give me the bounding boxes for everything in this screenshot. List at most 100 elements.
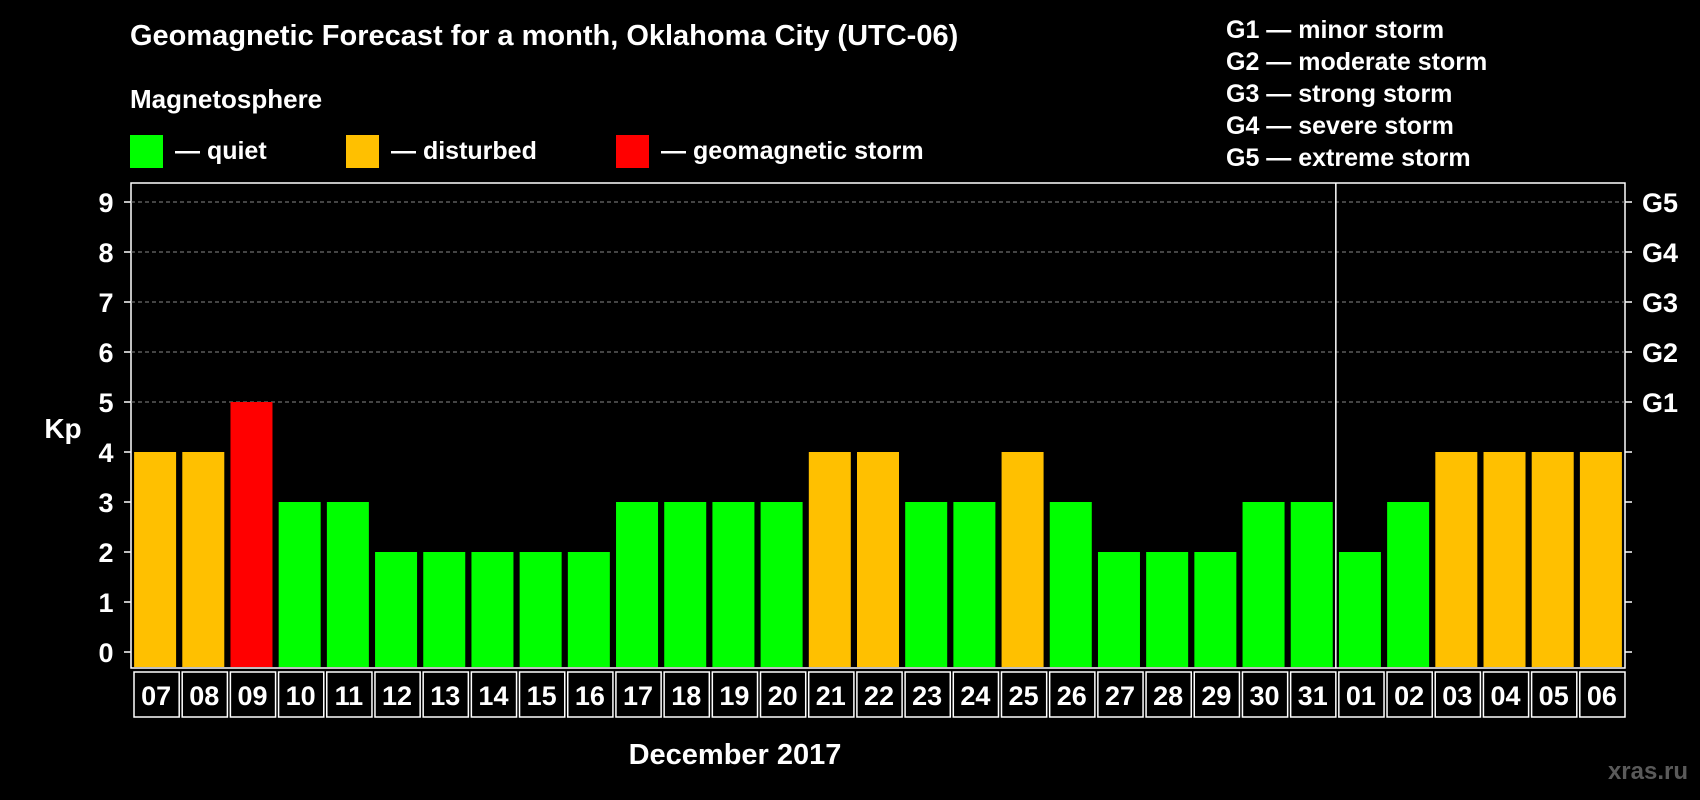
bar-07 (134, 452, 177, 667)
x-tick-label-04: 04 (1490, 681, 1520, 711)
x-tick-cell-01 (1338, 671, 1385, 718)
x-tick-label-27: 27 (1105, 681, 1135, 711)
storm-level-g3: G3 — strong storm (1226, 80, 1453, 108)
right-axis-label-g1: G1 (1642, 388, 1678, 418)
y-tick-label-8: 8 (98, 238, 113, 268)
legend-item-quiet: — quiet (130, 134, 267, 168)
x-tick-cell-28 (1145, 671, 1193, 718)
x-tick-label-28: 28 (1153, 681, 1183, 711)
bar-09 (230, 402, 273, 667)
x-tick-cell-06 (1579, 671, 1626, 718)
x-tick-cell-29 (1193, 671, 1241, 718)
bar-31 (1290, 502, 1333, 667)
x-tick-cell-08 (181, 671, 229, 718)
x-tick-label-23: 23 (912, 681, 942, 711)
bar-16 (567, 552, 610, 667)
watermark: xras.ru (1607, 758, 1688, 785)
x-tick-cell-23 (904, 671, 952, 718)
bar-11 (326, 502, 369, 667)
x-tick-label-11: 11 (335, 681, 364, 711)
x-tick-cell-07 (133, 671, 180, 718)
x-tick-label-10: 10 (286, 681, 316, 711)
y-tick-label-9: 9 (98, 188, 113, 218)
x-tick-label-14: 14 (478, 681, 508, 711)
bar-01 (1338, 552, 1381, 667)
x-tick-cell-02 (1386, 671, 1433, 718)
x-tick-label-25: 25 (1009, 681, 1039, 711)
x-tick-label-24: 24 (960, 681, 990, 711)
storm-level-g5: G5 — extreme storm (1226, 144, 1471, 172)
right-axis-label-g5: G5 (1642, 188, 1678, 218)
y-axis-label: Kp (44, 413, 81, 444)
legend-label-storm: — geomagnetic storm (661, 136, 924, 165)
legend-item-disturbed: — disturbed (346, 134, 537, 168)
x-tick-label-19: 19 (719, 681, 749, 711)
x-tick-label-22: 22 (864, 681, 894, 711)
bar-25 (1001, 452, 1044, 667)
x-tick-label-30: 30 (1250, 681, 1280, 711)
bar-19 (712, 502, 755, 667)
x-tick-cell-31 (1289, 671, 1337, 718)
storm-level-g2: G2 — moderate storm (1226, 48, 1488, 76)
x-tick-label-08: 08 (189, 681, 219, 711)
x-tick-label-29: 29 (1201, 681, 1231, 711)
x-tick-cell-12 (374, 671, 421, 718)
bar-05 (1531, 452, 1574, 667)
x-tick-label-15: 15 (527, 681, 557, 711)
x-tick-cell-14 (470, 671, 518, 718)
bar-02 (1387, 502, 1430, 667)
legend-swatch-disturbed (346, 134, 379, 168)
x-tick-label-21: 21 (816, 681, 846, 711)
bar-30 (1242, 502, 1285, 667)
x-tick-cell-25 (1000, 671, 1048, 718)
bar-29 (1194, 552, 1237, 667)
x-tick-cell-15 (518, 671, 566, 718)
bar-03 (1435, 452, 1478, 667)
x-tick-label-06: 06 (1587, 681, 1617, 711)
bar-22 (857, 452, 899, 667)
x-tick-label-31: 31 (1298, 681, 1328, 711)
y-tick-label-1: 1 (98, 588, 113, 618)
bar-23 (905, 502, 948, 667)
x-tick-cell-30 (1241, 671, 1289, 718)
legend-label-disturbed: — disturbed (391, 136, 537, 165)
bar-14 (471, 552, 514, 667)
x-tick-cell-05 (1530, 671, 1578, 718)
x-tick-cell-24 (952, 671, 1000, 718)
chart-title: Geomagnetic Forecast for a month, Oklaho… (130, 20, 959, 52)
x-tick-cell-26 (1048, 671, 1096, 718)
x-tick-label-26: 26 (1057, 681, 1087, 711)
x-tick-label-02: 02 (1394, 681, 1424, 711)
legend-swatch-quiet (130, 134, 163, 168)
x-tick-cell-03 (1434, 671, 1482, 718)
x-tick-label-18: 18 (671, 681, 701, 711)
x-tick-cell-16 (566, 671, 614, 718)
bar-24 (953, 502, 996, 667)
x-axis-label: December 2017 (629, 739, 842, 771)
y-tick-label-5: 5 (98, 388, 113, 418)
y-tick-label-6: 6 (98, 338, 113, 368)
bar-27 (1097, 552, 1140, 667)
x-tick-label-01: 01 (1346, 681, 1376, 711)
bar-04 (1483, 452, 1526, 667)
storm-level-legend: G1 — minor storm G2 — moderate storm G3 … (1226, 14, 1487, 174)
x-tick-cell-19 (711, 671, 759, 718)
x-tick-cell-11 (326, 671, 373, 718)
storm-level-g4: G4 — severe storm (1226, 112, 1454, 140)
bar-15 (519, 552, 562, 667)
bar-13 (423, 552, 466, 667)
legend-item-storm: — geomagnetic storm (616, 134, 924, 168)
x-tick-label-05: 05 (1539, 681, 1569, 711)
x-tick-cell-27 (1097, 671, 1144, 718)
y-tick-label-2: 2 (98, 538, 113, 568)
y-tick-label-3: 3 (98, 488, 113, 518)
bar-12 (375, 552, 418, 667)
x-tick-label-17: 17 (623, 681, 653, 711)
x-tick-cell-10 (277, 671, 325, 718)
legend-swatch-storm (616, 134, 649, 168)
x-tick-cell-04 (1482, 671, 1530, 718)
x-tick-cell-09 (229, 671, 277, 718)
right-axis-label-g2: G2 (1642, 338, 1678, 368)
bar-10 (278, 502, 321, 667)
right-axis-label-g4: G4 (1642, 238, 1678, 268)
